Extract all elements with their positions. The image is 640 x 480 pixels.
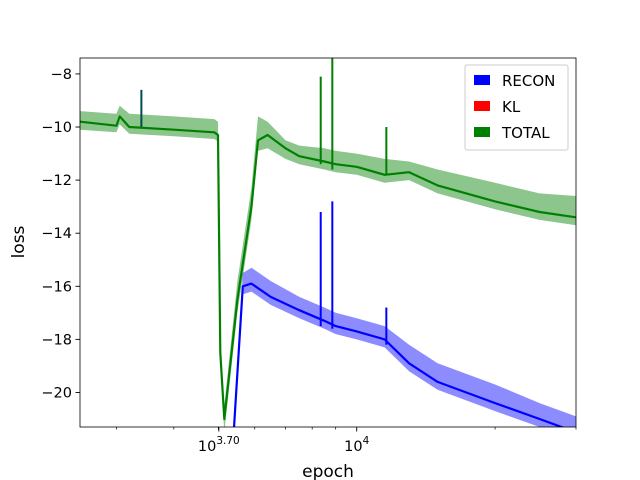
y-tick-label: −10	[41, 120, 72, 136]
legend-label-total: TOTAL	[501, 124, 550, 142]
x-tick-label: 104	[344, 435, 369, 455]
plot-area	[80, 58, 576, 427]
legend-frame	[464, 64, 569, 151]
series-line-total	[80, 115, 576, 421]
series-band-recon	[233, 267, 576, 427]
series-line-recon	[232, 282, 565, 427]
y-tick-label: −18	[41, 332, 72, 348]
y-axis-label: loss	[9, 225, 29, 258]
legend-label-recon: RECON	[502, 72, 555, 90]
y-tick-label: −14	[41, 226, 72, 242]
y-tick-label: −16	[41, 279, 72, 295]
legend-swatch-total	[474, 127, 490, 137]
legend-swatch-kl	[474, 101, 490, 111]
series-band-total	[80, 105, 576, 427]
legend-swatch-recon	[474, 75, 490, 85]
legend-label-kl: KL	[502, 98, 521, 116]
x-tick-label: 103.70	[198, 435, 240, 455]
x-axis-label: epoch	[302, 462, 354, 480]
x-axis-ticks: 103.70 104	[116, 427, 577, 455]
y-axis-ticks: −8 −10 −12 −14 −16 −18 −20	[41, 67, 80, 401]
legend: RECON KL TOTAL	[464, 64, 569, 151]
y-tick-label: −12	[41, 173, 72, 189]
y-tick-label: −20	[41, 385, 72, 401]
plot-frame	[79, 57, 577, 428]
y-tick-label: −8	[51, 67, 72, 83]
